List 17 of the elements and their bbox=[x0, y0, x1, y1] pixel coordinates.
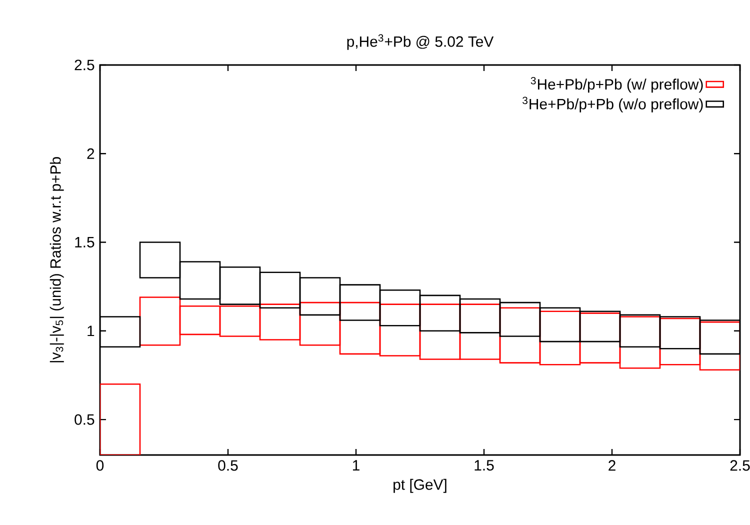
x-tick-label: 0 bbox=[96, 460, 104, 471]
bar bbox=[100, 383, 141, 455]
y-axis-title: |v$_{3}$|-|v$_{5}$| (unid) Ratios w.r.t p+Pb bbox=[50, 157, 64, 362]
x-axis-title: pt [GeV] bbox=[394, 478, 446, 493]
y-tick-label: 0.5 bbox=[74, 414, 94, 425]
legend-label: $^{3}$He+Pb/p+Pb (w/ preflow) bbox=[530, 76, 703, 93]
y-tick-label: 2 bbox=[87, 148, 94, 159]
x-tick-label: 1 bbox=[352, 460, 360, 470]
chart-title: p,He$^{3}$+Pb @ 5.02 TeV bbox=[347, 34, 494, 50]
x-tick-label: 0.5 bbox=[218, 460, 238, 471]
x-tick-label: 2.5 bbox=[730, 460, 750, 471]
y-tick-label: 1 bbox=[88, 326, 94, 336]
y-tick-label: 1.5 bbox=[75, 237, 94, 248]
x-tick-label: 1.5 bbox=[474, 460, 494, 471]
y-tick-label: 2.5 bbox=[74, 60, 94, 70]
legend-label: $^{3}$He+Pb/p+Pb (w/o preflow) bbox=[522, 96, 703, 112]
x-tick-label: 2 bbox=[608, 460, 616, 471]
